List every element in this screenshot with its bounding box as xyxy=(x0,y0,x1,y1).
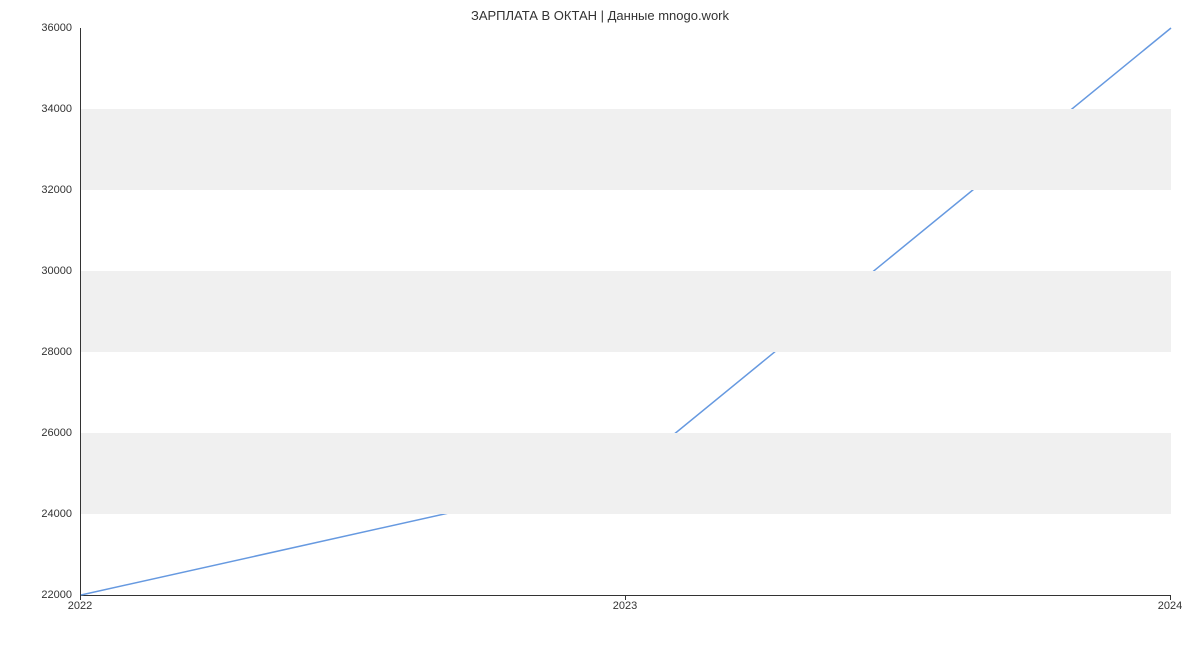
x-tick-label: 2023 xyxy=(613,600,637,612)
grid-band xyxy=(81,433,1171,514)
x-tick-mark xyxy=(80,595,81,600)
grid-band xyxy=(81,109,1171,190)
chart-container: ЗАРПЛАТА В ОКТАН | Данные mnogo.work 220… xyxy=(0,0,1200,650)
y-tick-label: 32000 xyxy=(22,184,72,196)
x-tick-label: 2024 xyxy=(1158,600,1182,612)
y-tick-label: 28000 xyxy=(22,346,72,358)
x-tick-label: 2022 xyxy=(68,600,92,612)
grid-band xyxy=(81,271,1171,352)
x-tick-mark xyxy=(1170,595,1171,600)
x-tick-mark xyxy=(625,595,626,600)
y-tick-label: 22000 xyxy=(22,589,72,601)
plot-area xyxy=(80,28,1171,596)
chart-title: ЗАРПЛАТА В ОКТАН | Данные mnogo.work xyxy=(0,8,1200,23)
y-tick-label: 26000 xyxy=(22,427,72,439)
y-tick-label: 30000 xyxy=(22,265,72,277)
y-tick-label: 24000 xyxy=(22,508,72,520)
y-tick-label: 34000 xyxy=(22,103,72,115)
y-tick-label: 36000 xyxy=(22,22,72,34)
